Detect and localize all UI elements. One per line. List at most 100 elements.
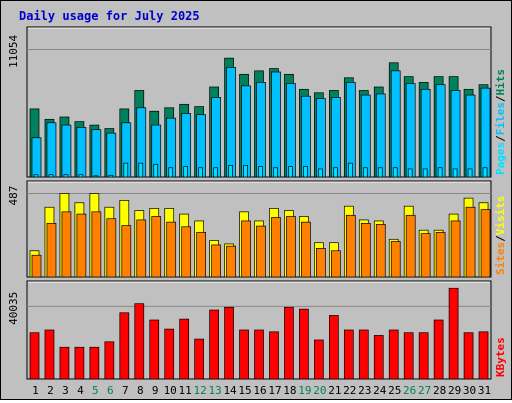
bar-files-day-3 [61, 124, 72, 178]
bar-sites-day-29 [450, 220, 461, 278]
bar-kbytes-day-27 [418, 332, 429, 380]
bar-pages-day-31 [482, 167, 488, 178]
bar-kbytes-day-29 [448, 287, 459, 380]
bar-sites-day-25 [390, 241, 401, 278]
bar-files-day-25 [390, 70, 401, 178]
x-tick-label-day-5: 5 [92, 384, 99, 397]
legend-visits: Visits [494, 196, 507, 236]
bar-kbytes-day-14 [224, 306, 234, 380]
x-tick-label-day-20: 20 [313, 384, 326, 397]
x-tick-label-day-15: 15 [238, 384, 251, 397]
bar-sites-day-27 [420, 233, 431, 278]
bar-pages-day-30 [467, 168, 473, 178]
bar-files-day-18 [286, 83, 296, 178]
bar-sites-day-6 [106, 218, 117, 278]
bar-pages-day-11 [183, 166, 189, 178]
bar-sites-day-11 [181, 226, 192, 278]
legend-sites: Sites [494, 242, 507, 275]
bar-files-day-4 [76, 127, 87, 178]
bar-files-day-19 [301, 95, 311, 178]
bar-files-day-14 [226, 67, 236, 178]
bar-files-day-16 [256, 82, 266, 178]
x-axis-labels: 1 2 3 4 5 6 7 8 9 10 11 12 13 14 15 16 17 18 19 20 21 22 23 24 2… [32, 384, 491, 397]
x-tick-label-day-2: 2 [47, 384, 54, 397]
bar-kbytes-day-20 [314, 339, 324, 380]
x-tick-label-day-17: 17 [268, 384, 281, 397]
bar-sites-day-14 [226, 245, 236, 278]
x-tick-label-day-19: 19 [298, 384, 311, 397]
x-tick-label-day-11: 11 [179, 384, 192, 397]
chart-title: Daily usage for July 2025 [19, 9, 200, 23]
bar-files-day-6 [106, 132, 117, 178]
bar-sites-day-22 [345, 214, 356, 278]
x-tick-label-day-7: 7 [122, 384, 129, 397]
legend-slash: / [494, 95, 507, 102]
bar-kbytes-day-30 [463, 332, 474, 380]
bar-pages-day-2 [48, 174, 54, 178]
bar-pages-day-21 [333, 167, 338, 178]
x-tick-label-day-8: 8 [137, 384, 144, 397]
bar-sites-day-1 [31, 254, 42, 278]
bar-pages-day-15 [243, 165, 248, 178]
bar-pages-day-19 [303, 166, 308, 178]
bar-sites-day-15 [241, 220, 251, 278]
bar-kbytes-day-16 [254, 329, 264, 380]
bar-pages-day-3 [63, 174, 69, 178]
legend-slash: / [494, 135, 507, 142]
bar-kbytes-day-24 [373, 335, 384, 380]
bar-sites-day-10 [166, 221, 177, 278]
bar-kbytes-day-18 [284, 306, 294, 380]
legend-files: Files [494, 102, 507, 135]
x-tick-label-day-10: 10 [164, 384, 177, 397]
bar-kbytes-day-6 [104, 341, 115, 380]
x-tick-label-day-14: 14 [223, 384, 237, 397]
x-tick-label-day-25: 25 [388, 384, 401, 397]
bar-sites-day-13 [211, 244, 221, 278]
x-tick-label-day-22: 22 [343, 384, 356, 397]
x-tick-label-day-24: 24 [373, 384, 387, 397]
x-tick-label-day-12: 12 [194, 384, 207, 397]
bar-kbytes-day-9 [149, 319, 160, 380]
bar-sites-day-28 [435, 232, 446, 278]
bar-pages-day-13 [213, 167, 218, 178]
bar-pages-day-5 [93, 175, 99, 178]
bar-pages-day-22 [347, 162, 353, 178]
bar-pages-day-6 [108, 174, 114, 178]
x-tick-label-day-30: 30 [463, 384, 476, 397]
bar-pages-day-14 [228, 165, 233, 178]
bar-sites-day-21 [331, 250, 341, 278]
bar-kbytes-day-21 [329, 315, 339, 380]
bar-kbytes-day-7 [119, 312, 130, 380]
x-tick-label-day-13: 13 [208, 384, 221, 397]
bar-pages-day-17 [273, 167, 278, 178]
bar-sites-day-16 [256, 225, 266, 278]
bar-kbytes-day-17 [269, 331, 279, 380]
bar-files-day-27 [420, 88, 431, 178]
x-tick-label-day-3: 3 [62, 384, 69, 397]
bar-files-day-15 [241, 85, 251, 178]
bar-sites-day-8 [136, 219, 147, 278]
x-tick-label-day-28: 28 [433, 384, 446, 397]
bar-sites-day-24 [375, 224, 386, 278]
bar-pages-day-8 [138, 162, 144, 178]
legend-kbytes: KBytes [494, 337, 507, 377]
bar-pages-day-7 [123, 162, 129, 178]
legend: KBytes [494, 337, 507, 377]
bar-pages-day-29 [452, 168, 458, 178]
bar-pages-day-28 [437, 167, 443, 178]
bar-sites-day-9 [151, 216, 162, 278]
x-tick-label-day-29: 29 [448, 384, 461, 397]
x-tick-label-day-9: 9 [152, 384, 159, 397]
bar-sites-day-2 [46, 222, 57, 278]
legend-hits: Hits [494, 69, 507, 96]
bar-pages-day-12 [198, 167, 203, 178]
x-tick-label-day-6: 6 [107, 384, 114, 397]
bar-sites-day-18 [286, 216, 296, 278]
bar-sites-day-3 [61, 211, 72, 278]
bar-files-day-5 [91, 129, 102, 178]
bar-pages-day-10 [168, 167, 174, 178]
bar-sites-day-7 [121, 225, 132, 278]
bar-files-day-21 [331, 97, 341, 178]
